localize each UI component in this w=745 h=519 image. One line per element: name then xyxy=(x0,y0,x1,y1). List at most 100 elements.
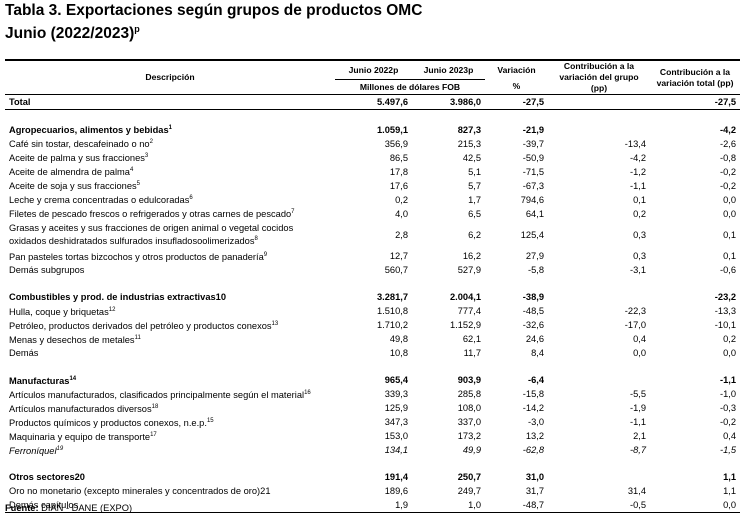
row-label-text: Aceite de palma y sus fracciones xyxy=(9,153,145,164)
row-label: Hulla, coque y briquetas12 xyxy=(5,304,335,318)
cell-variation: -71,5 xyxy=(522,166,544,177)
row-label: Artículos manufacturados, clasificados p… xyxy=(5,387,335,401)
row-label-text: Demás xyxy=(9,347,39,358)
spacer-cell xyxy=(5,110,740,124)
cell-jun2023: 337,0 xyxy=(457,416,481,427)
cell-jun2023: 108,0 xyxy=(457,402,481,413)
table-row: Artículos manufacturados diversos18 125,9… xyxy=(5,401,740,415)
cell-variation: -14,2 xyxy=(522,402,544,413)
cell-jun2023: 62,1 xyxy=(462,333,481,344)
cell-variation: 27,9 xyxy=(525,250,544,261)
row-label-text: Otros sectores20 xyxy=(9,471,85,482)
cell-variation: -62,8 xyxy=(522,444,544,455)
header-jun2023: Junio 2023p xyxy=(412,59,485,80)
table-row: Aceite de soja y sus fracciones5 17,6 5,7 -… xyxy=(5,179,740,193)
table-row: Oro no monetario (excepto minerales y co… xyxy=(5,484,740,498)
row-label-text: Grasas y aceites y sus fracciones de ori… xyxy=(9,223,294,247)
cell-contrib-total: -0,2 xyxy=(719,166,736,177)
footer-text: DIAN - DANE (EXPO) xyxy=(41,503,133,513)
cell-variation: 24,6 xyxy=(525,333,544,344)
row-label: Combustibles y prod. de industrias extra… xyxy=(5,290,335,304)
table-row: Leche y crema concentradas o edulcoradas… xyxy=(5,193,740,207)
footer: Fuente: DIAN - DANE (EXPO) xyxy=(5,503,132,513)
cell-jun2023: 527,9 xyxy=(457,264,481,275)
spacer-cell xyxy=(5,360,740,373)
table-row: Hulla, coque y briquetas12 1.510,8 777,4 -4… xyxy=(5,304,740,318)
cell-contrib-group: -5,5 xyxy=(629,388,646,399)
cell-contrib-total: -4,2 xyxy=(719,124,736,135)
cell-contrib-group: -13,4 xyxy=(624,138,646,149)
cell-variation: -5,8 xyxy=(527,264,544,275)
cell-jun2023: 42,5 xyxy=(462,152,481,163)
cell-contrib-group xyxy=(548,290,650,304)
row-label: Menas y desechos de metales11 xyxy=(5,332,335,346)
spacer-row xyxy=(5,457,740,470)
table-row: Total 5.497,6 3.986,0 -27,5 -27,5 xyxy=(5,94,740,110)
cell-contrib-group: 0,3 xyxy=(633,229,646,240)
cell-jun2022: 1.510,8 xyxy=(376,305,408,316)
cell-jun2022: 339,3 xyxy=(384,388,408,399)
row-label: Total xyxy=(5,94,335,110)
row-note: 8 xyxy=(254,236,258,242)
cell-contrib-total: -2,6 xyxy=(719,138,736,149)
cell-variation: -48,5 xyxy=(522,305,544,316)
cell-jun2022: 0,2 xyxy=(395,194,408,205)
cell-jun2023: 11,7 xyxy=(463,347,481,358)
header-variation-unit: % xyxy=(485,79,548,95)
row-note: 17 xyxy=(150,431,157,438)
row-note: 13 xyxy=(271,320,279,327)
row-label-text: Total xyxy=(9,96,31,107)
cell-jun2023: 903,9 xyxy=(457,374,481,385)
cell-jun2023: 1,0 xyxy=(412,498,485,514)
cell-contrib-total: 0,4 xyxy=(723,430,736,441)
cell-contrib-total: 0,0 xyxy=(723,194,736,205)
cell-contrib-group: -22,3 xyxy=(624,305,646,316)
row-note: 3 xyxy=(144,153,149,160)
cell-contrib-group xyxy=(548,373,650,387)
cell-jun2022: 4,0 xyxy=(395,208,408,219)
row-label: Demás capítulos xyxy=(5,498,335,514)
cell-contrib-total: -27,5 xyxy=(650,94,740,110)
row-label-text: Maquinaria y equipo de transporte xyxy=(9,431,151,442)
cell-jun2023: 285,8 xyxy=(457,388,481,399)
cell-contrib-group: 0,3 xyxy=(633,250,646,261)
cell-contrib-total: 0,0 xyxy=(723,208,736,219)
header-contrib-group: Contribución a la variación del grupo (p… xyxy=(548,59,650,95)
row-label: Aceite de soja y sus fracciones5 xyxy=(5,179,335,193)
table-row: Menas y desechos de metales11 49,8 62,1 24,… xyxy=(5,332,740,346)
cell-variation: 125,4 xyxy=(520,229,544,240)
cell-contrib-group: -4,2 xyxy=(629,152,646,163)
cell-contrib-group: 0,2 xyxy=(633,208,646,219)
row-label-text: Aceite de almendra de palma xyxy=(9,167,130,178)
cell-jun2022: 189,6 xyxy=(384,485,408,496)
row-label: Petróleo, productos derivados del petról… xyxy=(5,318,335,332)
subtitle-sup: p xyxy=(134,24,140,34)
cell-jun2023: 49,9 xyxy=(462,444,481,455)
row-label-text: Combustibles y prod. de industrias extra… xyxy=(9,291,226,302)
row-label: Leche y crema concentradas o edulcoradas… xyxy=(5,193,335,207)
row-label: Ferroníquel19 xyxy=(5,443,335,457)
row-label-text: Menas y desechos de metales xyxy=(9,334,135,345)
header-contrib-total: Contribución a la variación total (pp) xyxy=(650,59,740,95)
cell-jun2023: 6,5 xyxy=(468,208,481,219)
table-row: Petróleo, productos derivados del petról… xyxy=(5,318,740,332)
spacer-row xyxy=(5,360,740,373)
table-row: Artículos manufacturados, clasificados p… xyxy=(5,387,740,401)
cell-contrib-total: -0,6 xyxy=(719,264,736,275)
cell-contrib-group: -1,9 xyxy=(629,402,646,413)
table-body: Total 5.497,6 3.986,0 -27,5 -27,5 Agropecuari… xyxy=(5,94,740,514)
row-note: 14 xyxy=(69,375,77,382)
cell-jun2023: 250,7 xyxy=(457,471,481,482)
cell-contrib-group: 31,4 xyxy=(627,485,646,496)
row-label-text: Agropecuarios, alimentos y bebidas xyxy=(9,125,169,136)
cell-jun2023: 2.004,1 xyxy=(449,291,481,302)
table-row: Manufacturas14 965,4 903,9 -6,4 -1,1 xyxy=(5,373,740,387)
table-row: Filetes de pescado frescos o refrigerado… xyxy=(5,207,740,221)
row-note: 12 xyxy=(108,306,116,313)
cell-contrib-total: -1,0 xyxy=(719,388,736,399)
cell-contrib-total: -0,2 xyxy=(719,180,736,191)
header-description: Descripción xyxy=(5,59,335,95)
cell-contrib-group xyxy=(548,123,650,137)
row-note: 5 xyxy=(136,181,140,188)
